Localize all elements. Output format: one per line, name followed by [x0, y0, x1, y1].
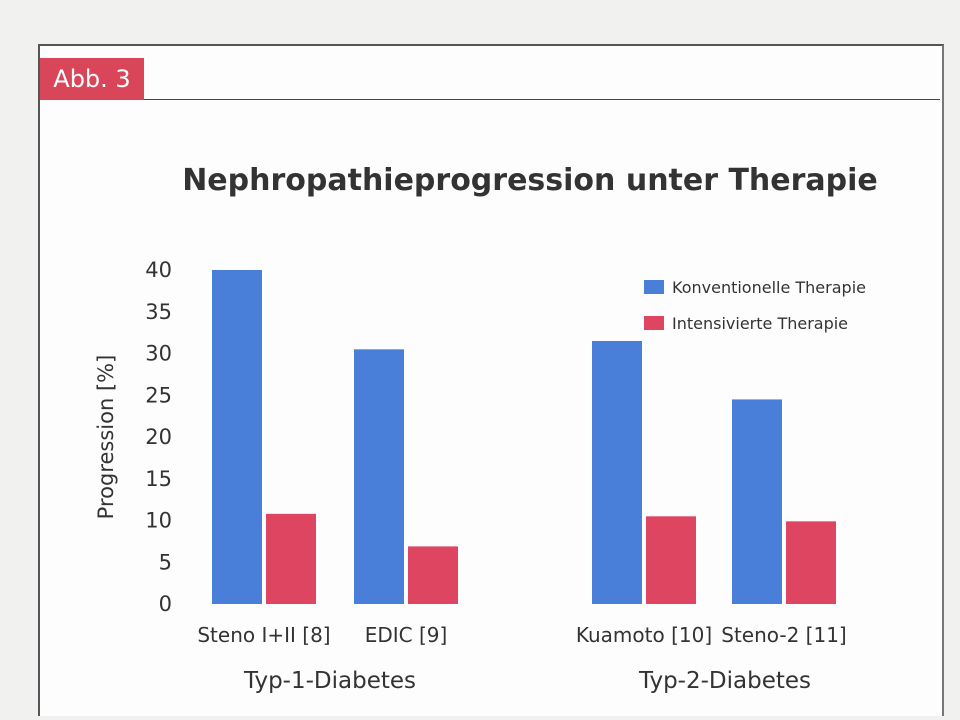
- bars: [212, 270, 836, 604]
- bar-conventional-3: [732, 399, 782, 604]
- legend-label: Intensivierte Therapie: [672, 314, 848, 333]
- legend-label: Konventionelle Therapie: [672, 278, 866, 297]
- category-labels: Steno I+II [8] EDIC [9] Kuamoto [10] Steno-…: [197, 623, 846, 647]
- category-label: Kuamoto [10]: [576, 623, 712, 647]
- y-tick-label: 25: [145, 383, 172, 407]
- group-label: Typ-1-Diabetes: [243, 668, 416, 694]
- y-tick-label: 0: [159, 592, 172, 616]
- y-tick-label: 15: [145, 467, 172, 491]
- bar-intensive-1: [408, 546, 458, 604]
- y-tick-label: 20: [145, 425, 172, 449]
- y-tick-label: 35: [145, 300, 172, 324]
- y-tick-label: 5: [159, 550, 172, 574]
- y-tick-label: 10: [145, 509, 172, 533]
- bar-conventional-0: [212, 270, 262, 604]
- group-labels: Typ-1-Diabetes Typ-2-Diabetes: [243, 668, 811, 694]
- chart-title: Nephropathieprogression unter Therapie: [182, 163, 878, 198]
- category-label: Steno I+II [8]: [197, 623, 330, 647]
- figure-label-rule: [144, 99, 940, 100]
- group-label: Typ-2-Diabetes: [638, 668, 811, 694]
- y-axis-ticks: 0 5 10 15 20 25 30 35 40: [145, 258, 172, 616]
- bar-intensive-3: [786, 521, 836, 604]
- y-tick-label: 40: [145, 258, 172, 282]
- legend-swatch: [644, 316, 664, 330]
- figure-label: Abb. 3: [40, 58, 144, 100]
- legend-swatch: [644, 280, 664, 294]
- y-axis-label: Progression [%]: [94, 355, 118, 520]
- category-label: EDIC [9]: [365, 623, 448, 647]
- legend: Konventionelle Therapie Intensivierte The…: [644, 278, 866, 333]
- y-tick-label: 30: [145, 342, 172, 366]
- bar-conventional-2: [592, 340, 642, 604]
- bar-intensive-0: [266, 513, 316, 604]
- bar-intensive-2: [646, 516, 696, 604]
- category-label: Steno-2 [11]: [721, 623, 846, 647]
- bar-conventional-1: [354, 349, 404, 604]
